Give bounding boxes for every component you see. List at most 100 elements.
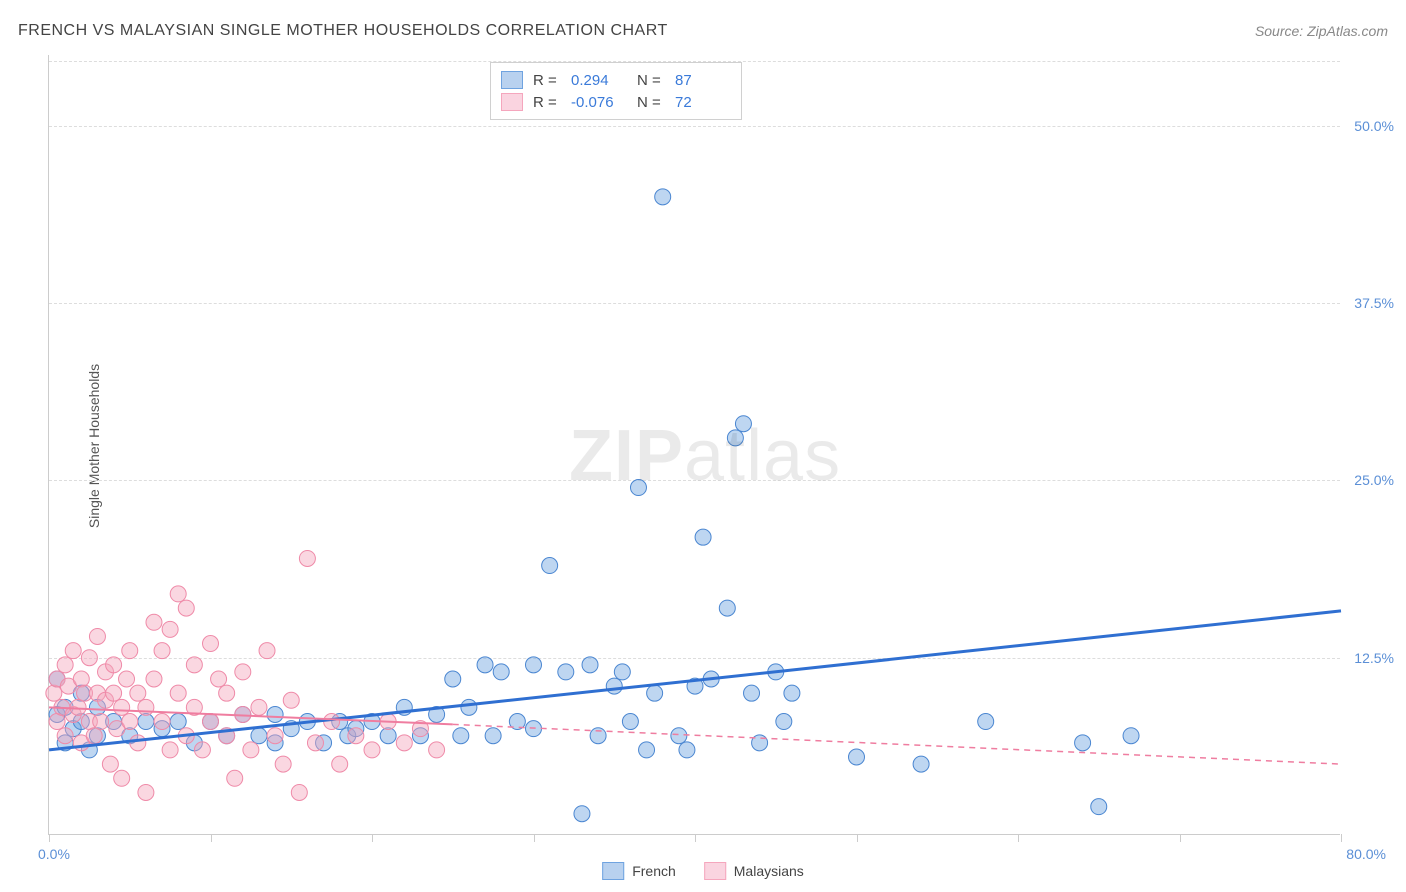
data-point	[1075, 735, 1091, 751]
stat-n-value: 87	[675, 72, 731, 89]
x-tick	[1180, 834, 1181, 842]
x-tick	[695, 834, 696, 842]
stat-r-label: R =	[533, 72, 561, 89]
data-point	[445, 671, 461, 687]
stat-n-label: N =	[637, 72, 665, 89]
legend-item: Malaysians	[704, 862, 804, 880]
stat-n-value: 72	[675, 94, 731, 111]
data-point	[639, 742, 655, 758]
x-tick	[857, 834, 858, 842]
data-point	[267, 706, 283, 722]
data-point	[114, 699, 130, 715]
data-point	[630, 480, 646, 496]
data-point	[283, 692, 299, 708]
data-point	[119, 671, 135, 687]
trend-line-extrapolated	[453, 724, 1341, 764]
stats-box: R = 0.294 N = 87 R = -0.076 N = 72	[490, 62, 742, 120]
data-point	[735, 416, 751, 432]
data-point	[102, 756, 118, 772]
data-point	[106, 685, 122, 701]
data-point	[671, 728, 687, 744]
data-point	[655, 189, 671, 205]
data-point	[194, 742, 210, 758]
x-tick	[1018, 834, 1019, 842]
data-point	[558, 664, 574, 680]
data-point	[719, 600, 735, 616]
bottom-legend: French Malaysians	[602, 862, 804, 880]
data-point	[243, 742, 259, 758]
stat-r-value: 0.294	[571, 72, 627, 89]
source-credit: Source: ZipAtlas.com	[1255, 23, 1388, 39]
data-point	[122, 643, 138, 659]
stat-r-label: R =	[533, 94, 561, 111]
x-tick	[211, 834, 212, 842]
data-point	[57, 728, 73, 744]
data-point	[81, 650, 97, 666]
data-point	[348, 728, 364, 744]
data-point	[46, 685, 62, 701]
data-point	[364, 742, 380, 758]
data-point	[154, 714, 170, 730]
data-point	[138, 784, 154, 800]
data-point	[978, 714, 994, 730]
data-point	[396, 735, 412, 751]
data-point	[86, 728, 102, 744]
data-point	[211, 671, 227, 687]
data-point	[453, 728, 469, 744]
data-point	[259, 643, 275, 659]
data-point	[251, 699, 267, 715]
data-point	[89, 628, 105, 644]
series-swatch	[501, 71, 523, 89]
data-point	[526, 657, 542, 673]
data-point	[65, 643, 81, 659]
stats-row: R = -0.076 N = 72	[501, 91, 731, 113]
data-point	[784, 685, 800, 701]
data-point	[138, 714, 154, 730]
y-tick-label: 25.0%	[1354, 472, 1394, 488]
data-point	[57, 657, 73, 673]
data-point	[776, 714, 792, 730]
data-point	[130, 685, 146, 701]
data-point	[380, 728, 396, 744]
trend-line	[49, 611, 1341, 750]
x-max-label: 80.0%	[1346, 846, 1386, 862]
data-point	[727, 430, 743, 446]
data-point	[93, 714, 109, 730]
stats-row: R = 0.294 N = 87	[501, 69, 731, 91]
data-point	[203, 714, 219, 730]
legend-swatch	[602, 862, 624, 880]
data-point	[679, 742, 695, 758]
stat-n-label: N =	[637, 94, 665, 111]
scatter-plot	[49, 55, 1340, 834]
data-point	[170, 714, 186, 730]
data-point	[477, 657, 493, 673]
chart-title: FRENCH VS MALAYSIAN SINGLE MOTHER HOUSEH…	[18, 22, 668, 40]
data-point	[332, 756, 348, 772]
data-point	[622, 714, 638, 730]
legend-label: French	[632, 863, 676, 879]
data-point	[219, 685, 235, 701]
data-point	[162, 621, 178, 637]
data-point	[154, 643, 170, 659]
data-point	[461, 699, 477, 715]
data-point	[574, 806, 590, 822]
data-point	[73, 671, 89, 687]
legend-swatch	[704, 862, 726, 880]
data-point	[485, 728, 501, 744]
x-tick	[1341, 834, 1342, 842]
stat-r-value: -0.076	[571, 94, 627, 111]
data-point	[235, 664, 251, 680]
data-point	[849, 749, 865, 765]
data-point	[582, 657, 598, 673]
data-point	[106, 657, 122, 673]
y-tick-label: 12.5%	[1354, 650, 1394, 666]
data-point	[186, 657, 202, 673]
data-point	[1123, 728, 1139, 744]
data-point	[138, 699, 154, 715]
data-point	[606, 678, 622, 694]
y-tick-label: 50.0%	[1354, 118, 1394, 134]
data-point	[299, 550, 315, 566]
data-point	[542, 558, 558, 574]
data-point	[267, 728, 283, 744]
data-point	[307, 735, 323, 751]
